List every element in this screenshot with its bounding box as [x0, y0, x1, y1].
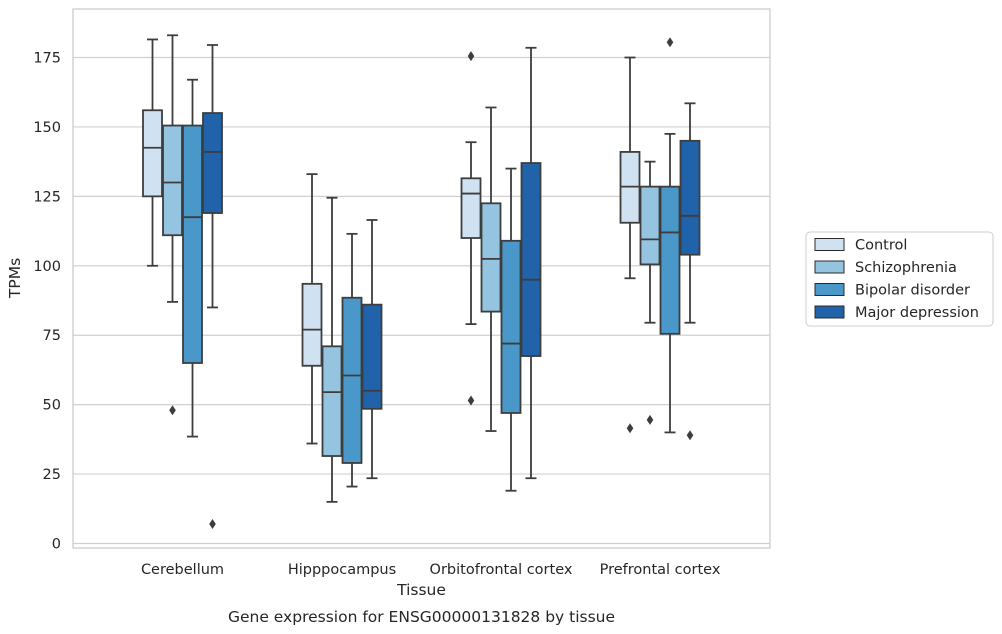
legend-swatch-major-depression	[814, 305, 845, 319]
y-tick-175: 175	[33, 51, 61, 67]
box-hipppocampus-schizophrenia	[321, 196, 343, 503]
box-body	[142, 109, 163, 198]
x-tick-prefrontal-cortex: Prefrontal cortex	[600, 562, 721, 578]
x-tick-cerebellum: Cerebellum	[141, 562, 224, 578]
outlier-point	[169, 405, 176, 416]
box-body	[639, 185, 661, 266]
box-body	[361, 303, 383, 410]
outlier-point	[467, 395, 475, 406]
box-body	[480, 202, 502, 313]
box-body	[460, 177, 482, 239]
y-tick-labels: 0 25 50 75 100 125 150 175	[33, 51, 61, 553]
plot-frame	[72, 8, 771, 549]
box-body	[162, 124, 183, 237]
box-body	[500, 239, 522, 414]
box-hipppocampus-control	[301, 173, 323, 445]
outlier-point	[686, 430, 694, 441]
y-tick-150: 150	[33, 120, 61, 136]
box-hipppocampus-bipolar-disorder	[341, 232, 363, 488]
x-tick-orbitofrontal-cortex: Orbitofrontal cortex	[430, 562, 573, 578]
y-axis-label: TPMs	[6, 258, 24, 299]
outlier-point	[467, 51, 475, 62]
box-body	[202, 112, 223, 214]
legend-frame	[805, 231, 994, 327]
box-body	[321, 345, 343, 457]
legend: Control Schizophrenia Bipolar disorder Majo…	[805, 231, 994, 327]
box-body	[679, 139, 701, 256]
box-prefrontal-cortex-schizophrenia	[639, 160, 661, 425]
box-body	[301, 282, 323, 367]
legend-label-schizophrenia: Schizophrenia	[855, 260, 957, 276]
outlier-point	[646, 414, 654, 425]
y-tick-100: 100	[33, 259, 61, 275]
y-tick-125: 125	[33, 189, 61, 205]
y-tick-25: 25	[43, 467, 61, 483]
box-orbitofrontal-cortex-control	[460, 51, 482, 406]
box-body	[341, 296, 363, 464]
box-body	[659, 185, 681, 335]
legend-swatch-bipolar-disorder	[814, 283, 845, 296]
chart-caption: Gene expression for ENSG00000131828 by t…	[228, 608, 615, 626]
x-tick-labels: Cerebellum Hipppocampus Orbitofrontal cort…	[141, 562, 721, 578]
legend-label-bipolar-disorder: Bipolar disorder	[855, 283, 970, 299]
box-prefrontal-cortex-bipolar-disorder	[659, 37, 681, 434]
legend-swatch-control	[814, 238, 845, 251]
outlier-point	[666, 37, 674, 48]
box-orbitofrontal-cortex-bipolar-disorder	[500, 167, 522, 492]
box-cerebellum-schizophrenia	[162, 34, 183, 416]
box-orbitofrontal-cortex-schizophrenia	[480, 106, 502, 432]
y-tick-50: 50	[43, 398, 61, 414]
box-orbitofrontal-cortex-major-depression	[520, 46, 542, 480]
outlier-point	[209, 519, 216, 530]
legend-label-major-depression: Major depression	[855, 305, 979, 321]
x-tick-hipppocampus: Hipppocampus	[288, 562, 396, 578]
box-body	[182, 124, 203, 364]
box-body	[520, 162, 542, 357]
legend-label-control: Control	[855, 238, 907, 254]
boxes-layer	[142, 34, 701, 530]
y-tick-75: 75	[43, 328, 61, 344]
outlier-point	[626, 423, 634, 434]
x-axis-label: Tissue	[396, 581, 446, 599]
box-cerebellum-bipolar-disorder	[182, 78, 203, 438]
legend-swatch-schizophrenia	[814, 260, 845, 274]
box-cerebellum-control	[142, 38, 163, 267]
box-cerebellum-major-depression	[202, 44, 223, 530]
box-prefrontal-cortex-control	[619, 56, 641, 434]
box-hipppocampus-major-depression	[361, 219, 383, 480]
box-prefrontal-cortex-major-depression	[679, 102, 701, 441]
y-tick-0: 0	[52, 537, 61, 553]
